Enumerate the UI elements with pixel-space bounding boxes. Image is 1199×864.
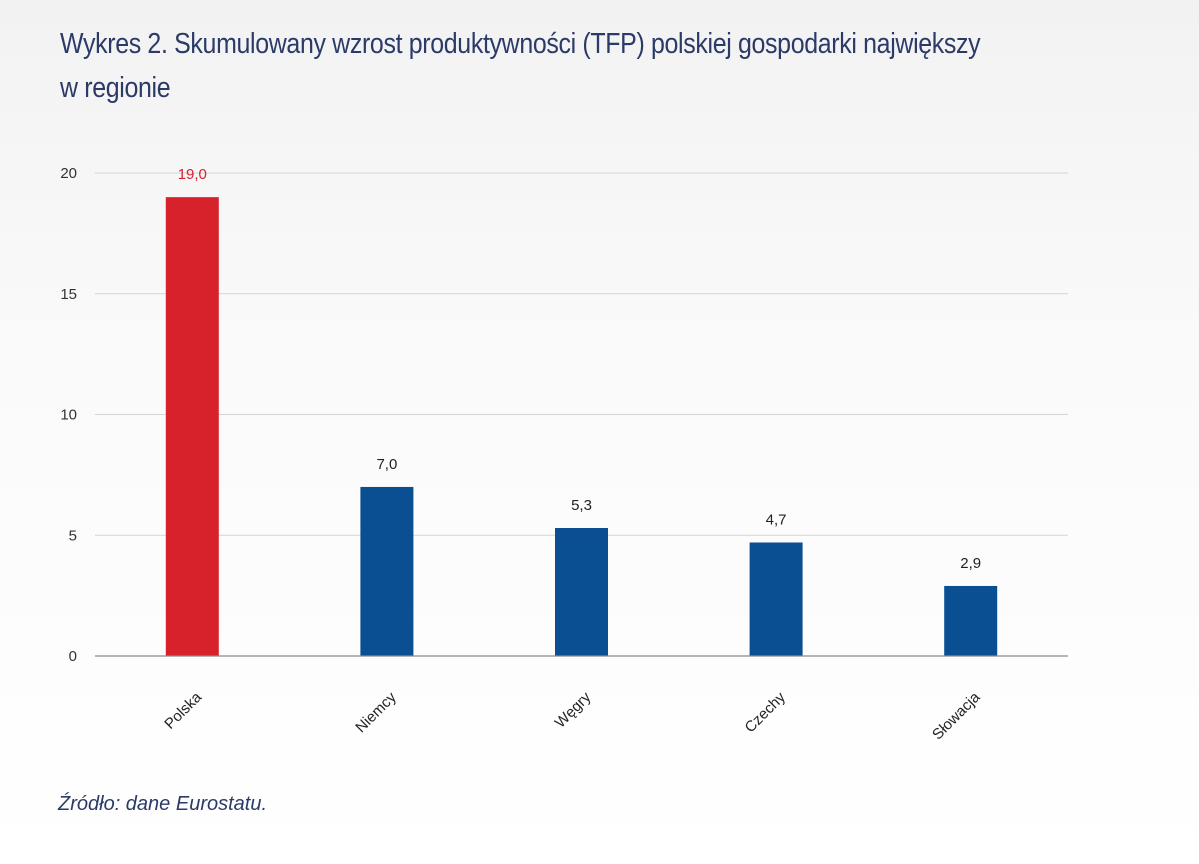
x-tick-label: Polska [161, 688, 205, 732]
x-tick-label: Niemcy [352, 688, 400, 736]
x-tick-labels: Polska Niemcy Węgry Czechy Słowacja [161, 688, 984, 743]
bar-niemcy [360, 486, 414, 656]
bar-węgry [555, 528, 608, 656]
data-label: 4,7 [766, 511, 787, 528]
y-tick-label: 5 [69, 527, 77, 544]
data-label: 7,0 [376, 456, 397, 473]
y-tick-label: 15 [60, 286, 77, 303]
data-label: 2,9 [960, 555, 981, 572]
x-tick-label: Czechy [742, 688, 790, 736]
y-tick-label: 10 [60, 407, 77, 424]
gridlines [95, 172, 1068, 536]
data-label: 5,3 [571, 497, 592, 514]
y-tick-labels: 0 5 10 15 20 [60, 165, 77, 665]
x-tick-label: Słowacja [929, 688, 984, 743]
chart-title-line-1: Wykres 2. Skumulowany wzrost produktywno… [60, 28, 981, 60]
y-tick-label: 20 [60, 165, 77, 182]
bar-słowacja [944, 585, 998, 656]
chart-title-line-2: w regionie [60, 72, 171, 104]
bars [165, 197, 998, 656]
bar-polska [165, 197, 219, 656]
bar-czechy [749, 542, 803, 656]
y-tick-label: 0 [69, 648, 77, 665]
data-labels: 19,0 7,0 5,3 4,7 2,9 [178, 166, 981, 572]
data-label: 19,0 [178, 166, 207, 183]
x-tick-label: Węgry [552, 688, 595, 731]
source-note: Źródło: dane Eurostatu. [58, 793, 268, 815]
chart-title: Wykres 2. Skumulowany wzrost produktywno… [60, 22, 989, 110]
